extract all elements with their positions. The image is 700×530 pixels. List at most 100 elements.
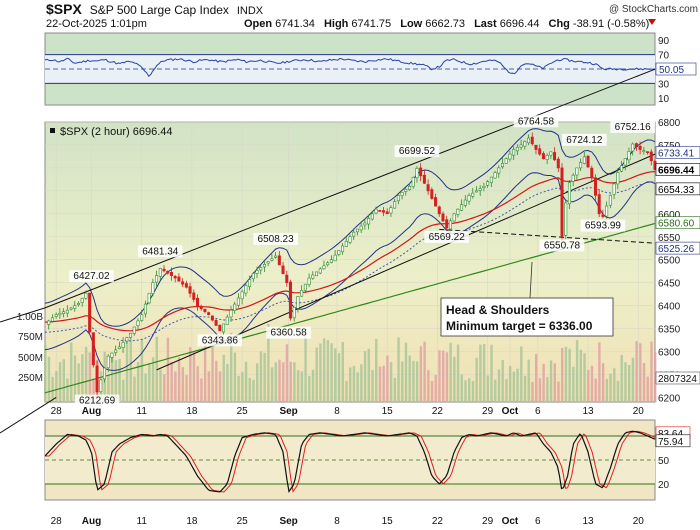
volume-bar	[494, 379, 497, 402]
x-tick-label: 13	[582, 406, 594, 417]
volume-bar	[211, 342, 214, 402]
candle-body	[73, 305, 77, 309]
candle-body	[84, 292, 88, 299]
x-tick-label: Aug	[82, 406, 101, 417]
x-tick-label: 18	[186, 406, 198, 417]
overlay-layer	[0, 307, 57, 434]
volume-bar	[497, 369, 501, 402]
candle-body	[467, 195, 471, 202]
volume-bar	[534, 353, 538, 402]
volume-bar	[218, 371, 222, 402]
ma-50	[44, 171, 656, 332]
candle-body	[634, 143, 638, 148]
candle-body	[627, 151, 631, 161]
volume-bar	[122, 379, 125, 402]
candle-body	[556, 158, 560, 169]
volume-bar	[58, 362, 62, 402]
price-label: 6481.34	[138, 245, 183, 258]
candle-body	[474, 190, 478, 193]
candle-body	[445, 219, 449, 229]
volume-bar	[237, 375, 240, 402]
volume-bar	[267, 324, 270, 402]
price-label-box	[562, 133, 607, 146]
volume-bar	[587, 369, 590, 402]
candle-body	[437, 206, 441, 215]
volume-bar	[92, 378, 95, 402]
volume-value-text: 2807324	[658, 374, 697, 385]
x-tick-label: 28	[51, 406, 63, 417]
volume-bar	[300, 371, 304, 402]
volume-bar	[482, 344, 486, 402]
bottom-x-tick-label: 28	[51, 516, 63, 527]
candle-body	[527, 137, 531, 144]
volume-bar	[77, 363, 80, 402]
volume-bar	[438, 350, 441, 402]
candle-body	[486, 181, 490, 186]
price-label: 6343.86	[197, 334, 243, 347]
right-value-label: 6733.41	[655, 146, 700, 160]
candle-body	[582, 156, 586, 164]
candle-body	[199, 306, 203, 309]
bottom-x-tick-label: 11	[137, 516, 148, 527]
candle-body	[207, 312, 211, 316]
right-value-text: 6733.41	[658, 149, 695, 160]
volume-bar	[136, 362, 140, 402]
price-label-box	[580, 219, 626, 232]
candle-body	[415, 168, 419, 179]
volume-bar	[189, 347, 192, 402]
volume-bar	[564, 346, 568, 402]
candle-body	[448, 220, 452, 230]
candle-body	[173, 276, 177, 279]
volume-bar	[423, 341, 426, 402]
candle-body	[177, 276, 181, 282]
volume-bar	[304, 333, 307, 402]
volume-bar	[538, 378, 542, 402]
right-value-label: 6580.60	[655, 216, 700, 230]
rsi-tick-label: 10	[658, 94, 670, 105]
volume-bar	[642, 363, 646, 402]
volume-bar	[285, 344, 289, 402]
symbol-title: $SPX S&P 500 Large Cap Index INDX	[46, 1, 264, 17]
candle-body	[62, 311, 66, 314]
volume-bar	[326, 340, 330, 402]
volume-bar	[505, 379, 508, 402]
volume-bar	[460, 374, 463, 402]
rsi-tick-label: 70	[658, 51, 670, 62]
price-label-text: 6360.58	[271, 328, 308, 339]
volume-bar	[296, 370, 300, 402]
candle-body	[463, 199, 467, 206]
price-label-text: 6550.78	[544, 240, 581, 251]
volume-bar	[523, 375, 527, 402]
candle-body	[106, 355, 110, 369]
candle-body	[545, 154, 549, 160]
candle-body	[270, 258, 274, 261]
volume-bar	[490, 344, 493, 402]
x-tick-label: 8	[334, 406, 340, 417]
volume-bar	[631, 357, 635, 402]
volume-bar	[207, 371, 211, 402]
candle-body	[452, 213, 456, 222]
candle-body	[151, 282, 155, 294]
price-label: 6752.16	[610, 120, 655, 133]
price-label-box	[253, 232, 298, 245]
candle-body	[262, 263, 266, 268]
candle-body	[434, 197, 438, 207]
candle-body	[567, 182, 571, 205]
volume-bar	[151, 357, 155, 402]
volume-bar	[248, 377, 251, 402]
volume-bar	[73, 355, 77, 402]
volume-bar	[527, 359, 530, 402]
volume-bar	[401, 361, 404, 402]
volume-bar	[408, 355, 411, 402]
volume-bar	[315, 347, 318, 402]
candle-body	[341, 245, 345, 253]
volume-bar	[389, 362, 393, 402]
candle-body	[348, 236, 352, 243]
price-label-text: 6427.02	[73, 271, 110, 282]
price-label: 6212.69	[74, 394, 120, 407]
price-label-text: 6724.12	[566, 135, 603, 146]
candle-body	[266, 261, 270, 264]
volume-bar	[605, 378, 609, 402]
candle-body	[530, 136, 534, 145]
